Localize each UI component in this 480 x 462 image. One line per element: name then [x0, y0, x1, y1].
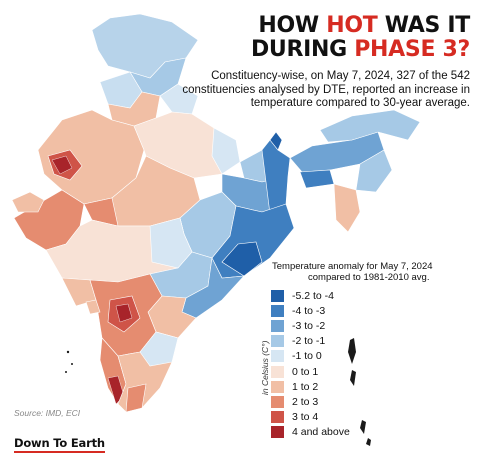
title-line-2: DURING PHASE 3?: [230, 38, 470, 62]
legend-swatch: [271, 319, 284, 332]
region-lakshadweep-2: [71, 363, 73, 365]
subtitle: Constituency-wise, on May 7, 2024, 327 o…: [182, 70, 470, 109]
legend-label: 3 to 4: [292, 411, 319, 424]
legend-swatch: [271, 350, 284, 363]
legend-item: 0 to 1: [271, 364, 391, 379]
region-karnataka-hotspot: [115, 303, 133, 323]
legend-title: Temperature anomaly for May 7, 2024 comp…: [272, 261, 472, 283]
region-rajasthan-hotspot: [51, 155, 73, 175]
region-nagaland-manipur: [355, 149, 393, 193]
title-line-1-a: HOW: [258, 13, 327, 38]
legend-item: -5.2 to -4: [271, 288, 391, 303]
region-andaman-2: [350, 370, 356, 386]
region-kutch: [11, 191, 45, 213]
region-meghalaya: [299, 169, 335, 189]
legend-item: 4 and above: [271, 425, 391, 440]
legend-item: -2 to -1: [271, 334, 391, 349]
legend-label: -4 to -3: [292, 304, 326, 317]
title-line-2-highlight: PHASE 3?: [354, 37, 470, 62]
legend-item: -1 to 0: [271, 349, 391, 364]
region-sikkim: [269, 131, 283, 151]
legend-label: 0 to 1: [292, 365, 319, 378]
legend-swatch: [271, 335, 284, 348]
legend-swatch: [271, 411, 284, 424]
legend-swatch: [271, 365, 284, 378]
legend-label: -1 to 0: [292, 350, 322, 363]
legend: -5.2 to -4 -4 to -3 -3 to -2 -2 to -1 -1 to …: [271, 288, 391, 440]
region-odisha-core: [221, 241, 263, 277]
source-note: Source: IMD, ECI: [14, 408, 81, 418]
legend-label: 1 to 2: [292, 380, 319, 393]
region-nicobar: [360, 420, 366, 434]
legend-label: -2 to -1: [292, 335, 326, 348]
legend-swatch: [271, 304, 284, 317]
title-line-1-highlight: HOT: [326, 13, 378, 38]
legend-title-sub: compared to 1981-2010 avg.: [308, 271, 430, 283]
region-rajasthan: [37, 109, 145, 205]
legend-label: 4 and above: [292, 426, 350, 439]
region-andaman: [348, 338, 356, 364]
legend-unit: in Celsius (C°): [260, 340, 270, 395]
title-line-2-a: DURING: [250, 37, 355, 62]
legend-title-main: Temperature anomaly for May 7, 2024: [272, 261, 433, 272]
legend-swatch: [271, 426, 284, 439]
region-lakshadweep: [66, 350, 70, 354]
legend-item: -4 to -3: [271, 303, 391, 318]
region-tn-north: [139, 331, 179, 367]
region-arunachal: [319, 109, 421, 143]
region-up-east: [211, 127, 241, 175]
brand-logo: Down To Earth: [14, 436, 105, 453]
legend-item: 1 to 2: [271, 379, 391, 394]
legend-swatch: [271, 289, 284, 302]
legend-label: -5.2 to -4: [292, 289, 335, 302]
legend-item: 2 to 3: [271, 394, 391, 409]
legend-label: -3 to -2: [292, 319, 326, 332]
region-nicobar-2: [366, 438, 371, 446]
legend-swatch: [271, 380, 284, 393]
region-tn-south: [125, 383, 147, 413]
title-line-1: HOW HOT WAS IT: [230, 14, 470, 38]
region-goa: [85, 299, 101, 315]
region-lakshadweep-3: [65, 371, 67, 373]
legend-item: 3 to 4: [271, 410, 391, 425]
legend-item: -3 to -2: [271, 318, 391, 333]
page-title: HOW HOT WAS IT DURING PHASE 3?: [230, 14, 470, 62]
legend-swatch: [271, 395, 284, 408]
title-line-1-b: WAS IT: [377, 13, 471, 38]
legend-label: 2 to 3: [292, 395, 319, 408]
region-tripura-mizoram: [333, 183, 361, 233]
region-uttarakhand: [159, 83, 199, 115]
